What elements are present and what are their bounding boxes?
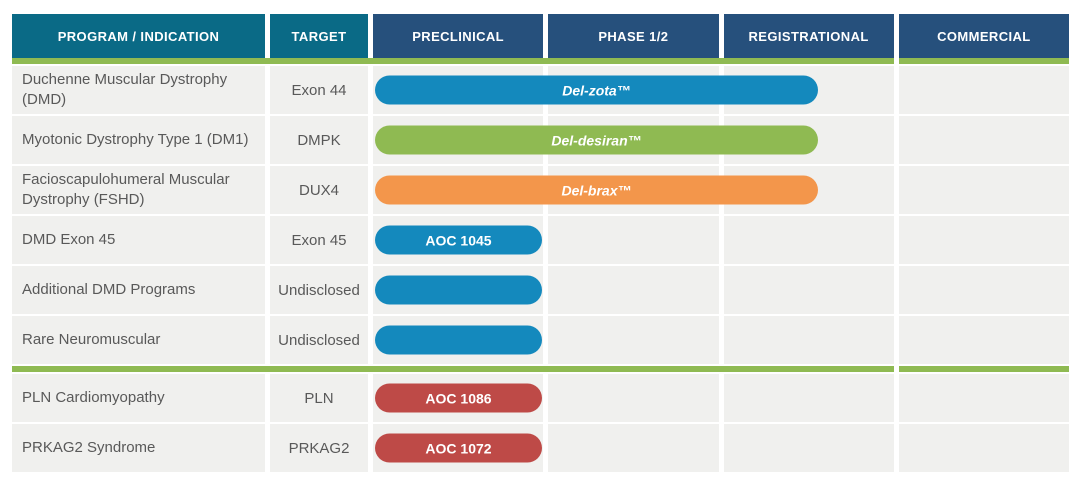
target-cell: DMPK [270, 116, 368, 164]
phase-cell-commercial [898, 66, 1069, 114]
pipeline-bar: AOC 1072 [375, 433, 542, 463]
program-cell: PRKAG2 Syndrome [12, 424, 265, 472]
table-row: PLN Cardiomyopathy PLN AOC 1086 [12, 374, 1069, 422]
phase-track: AOC 1086 [373, 374, 1069, 422]
column-header-commercial: COMMERCIAL [898, 14, 1069, 58]
program-cell: DMD Exon 45 [12, 216, 265, 264]
program-cell: Rare Neuromuscular [12, 316, 265, 364]
pipeline-bar: Del-desiran™ [375, 125, 818, 155]
phase-track: Del-desiran™ [373, 116, 1069, 164]
column-header-registrational: REGISTRATIONAL [723, 14, 894, 58]
phase-header-group: PRECLINICAL PHASE 1/2 REGISTRATIONAL COM… [373, 14, 1069, 58]
phase-cell-registrational [723, 374, 894, 422]
table-row: DMD Exon 45 Exon 45 AOC 1045 [12, 216, 1069, 264]
group-divider-line [12, 366, 1069, 372]
target-cell: Exon 45 [270, 216, 368, 264]
phase-cell-phase-1-2 [548, 316, 719, 364]
header-divider-line [12, 58, 1069, 64]
target-cell: PRKAG2 [270, 424, 368, 472]
phase-track [373, 266, 1069, 314]
phase-track [373, 316, 1069, 364]
table-row: Facioscapulohumeral Muscular Dystrophy (… [12, 166, 1069, 214]
program-cell: Duchenne Muscular Dystrophy (DMD) [12, 66, 265, 114]
phase-cell-registrational [723, 424, 894, 472]
column-header-program-indication: PROGRAM / INDICATION [12, 14, 265, 58]
phase-cell-commercial [898, 316, 1069, 364]
table-header: PROGRAM / INDICATION TARGET PRECLINICAL … [12, 14, 1069, 58]
target-cell: Exon 44 [270, 66, 368, 114]
phase-track: AOC 1072 [373, 424, 1069, 472]
program-cell: Myotonic Dystrophy Type 1 (DM1) [12, 116, 265, 164]
phase-cell-registrational [723, 216, 894, 264]
phase-cell-commercial [898, 374, 1069, 422]
pipeline-bar: AOC 1045 [375, 225, 542, 255]
program-cell: Facioscapulohumeral Muscular Dystrophy (… [12, 166, 265, 214]
phase-cell-phase-1-2 [548, 424, 719, 472]
group-divider-segment-commercial [899, 366, 1069, 372]
phase-cell-registrational [723, 266, 894, 314]
target-cell: Undisclosed [270, 266, 368, 314]
phase-track: Del-brax™ [373, 166, 1069, 214]
table-row: PRKAG2 Syndrome PRKAG2 AOC 1072 [12, 424, 1069, 472]
table-row: Additional DMD Programs Undisclosed [12, 266, 1069, 314]
table-row: Rare Neuromuscular Undisclosed [12, 316, 1069, 364]
pipeline-bar: Del-brax™ [375, 175, 818, 205]
table-row: Myotonic Dystrophy Type 1 (DM1) DMPK Del… [12, 116, 1069, 164]
phase-cell-commercial [898, 266, 1069, 314]
phase-cell-registrational [723, 316, 894, 364]
target-cell: DUX4 [270, 166, 368, 214]
column-header-preclinical: PRECLINICAL [373, 14, 544, 58]
phase-cell-commercial [898, 116, 1069, 164]
column-header-target: TARGET [270, 14, 368, 58]
pipeline-bar [375, 275, 542, 305]
phase-cell-phase-1-2 [548, 266, 719, 314]
group-divider-segment-main [12, 366, 894, 372]
pipeline-bar: AOC 1086 [375, 383, 542, 413]
phase-cell-phase-1-2 [548, 216, 719, 264]
phase-cell-commercial [898, 424, 1069, 472]
table-row: Duchenne Muscular Dystrophy (DMD) Exon 4… [12, 66, 1069, 114]
header-divider-segment-main [12, 58, 894, 64]
pipeline-table: PROGRAM / INDICATION TARGET PRECLINICAL … [12, 14, 1069, 472]
pipeline-bar [375, 325, 542, 355]
pipeline-bar: Del-zota™ [375, 75, 818, 105]
phase-track: Del-zota™ [373, 66, 1069, 114]
phase-cell-commercial [898, 166, 1069, 214]
column-header-phase-1-2: PHASE 1/2 [548, 14, 719, 58]
phase-cell-commercial [898, 216, 1069, 264]
program-cell: PLN Cardiomyopathy [12, 374, 265, 422]
header-divider-segment-commercial [899, 58, 1069, 64]
phase-track: AOC 1045 [373, 216, 1069, 264]
program-cell: Additional DMD Programs [12, 266, 265, 314]
phase-cell-phase-1-2 [548, 374, 719, 422]
target-cell: Undisclosed [270, 316, 368, 364]
target-cell: PLN [270, 374, 368, 422]
